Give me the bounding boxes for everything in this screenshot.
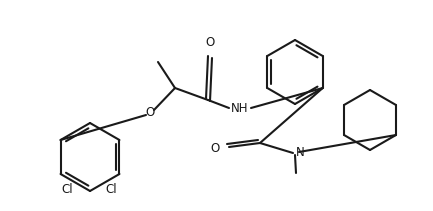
Text: O: O <box>205 36 215 49</box>
Text: Cl: Cl <box>106 183 117 196</box>
Text: O: O <box>211 142 220 154</box>
Text: Cl: Cl <box>61 183 73 196</box>
Text: N: N <box>296 146 305 158</box>
Text: NH: NH <box>231 101 249 115</box>
Text: O: O <box>145 106 155 119</box>
